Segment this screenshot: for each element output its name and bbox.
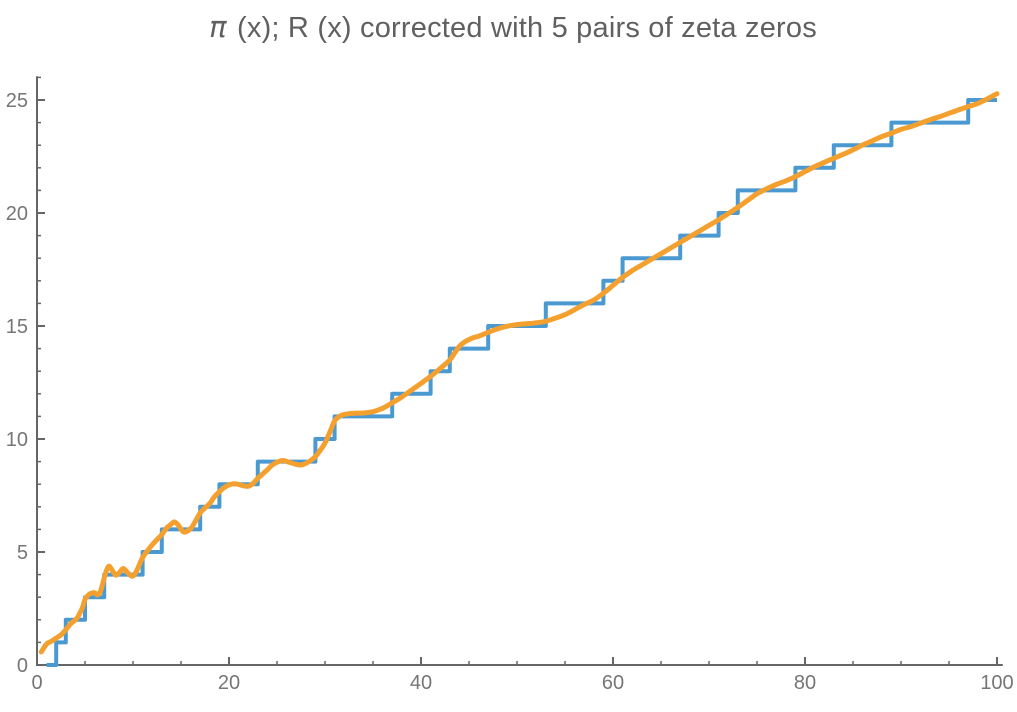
x-tick-label: 40 [410, 672, 432, 694]
plot-title: π (x); R (x) corrected with 5 pairs of z… [23, 10, 1003, 45]
x-tick-label: 60 [602, 672, 624, 694]
y-tick-label: 25 [6, 90, 28, 112]
y-tick-label: 0 [17, 655, 28, 677]
riemann-curve-series [38, 91, 1000, 655]
x-tick-label: 0 [31, 672, 42, 694]
x-tick-label: 80 [794, 672, 816, 694]
y-axis-tick-labels: 0 5 10 15 20 25 [6, 90, 28, 677]
y-tick-label: 20 [6, 203, 28, 225]
x-axis-ticks [36, 657, 998, 665]
axes-lines [36, 76, 1003, 666]
pi-step-series [46, 98, 997, 667]
y-axis-ticks [37, 76, 45, 644]
x-axis-tick-labels: 0 20 40 60 80 100 [31, 672, 1013, 694]
y-tick-label: 15 [6, 316, 28, 338]
x-tick-label: 100 [980, 672, 1013, 694]
plot-title-pi-symbol: π [209, 10, 227, 44]
y-tick-label: 10 [6, 429, 28, 451]
y-tick-label: 5 [17, 542, 28, 564]
plot-title-text: (x); R (x) corrected with 5 pairs of zet… [228, 12, 817, 44]
x-tick-label: 20 [218, 672, 240, 694]
